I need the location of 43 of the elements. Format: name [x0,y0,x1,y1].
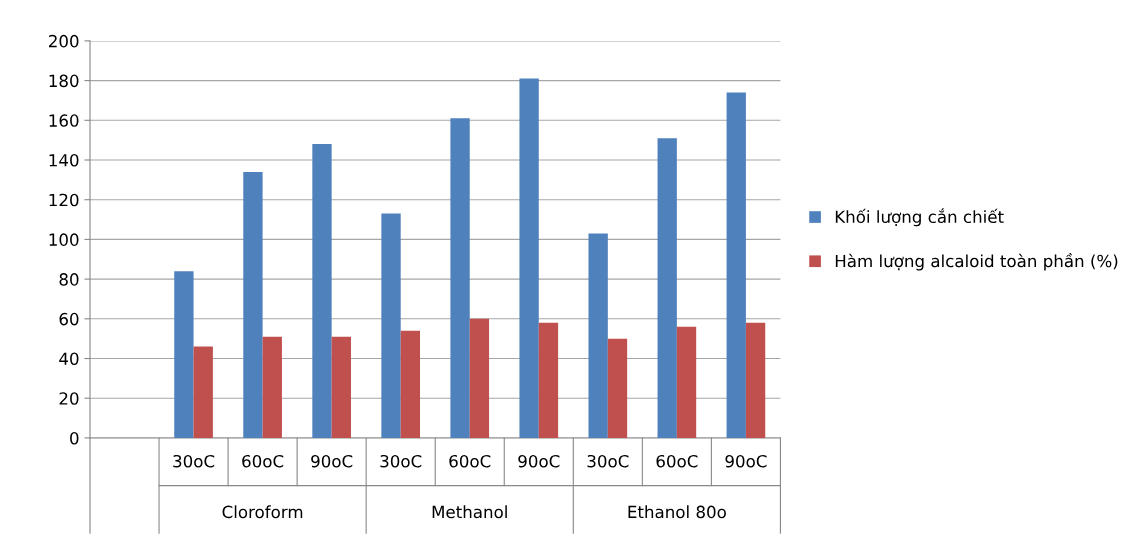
y-tick-label: 180 [49,74,79,88]
bar [312,144,332,438]
bar [243,171,263,438]
bar [657,138,677,438]
x-tick-label: 90oC [518,454,560,468]
x-tick-label: 30oC [173,454,215,468]
x-tick-label: 90oC [725,454,767,468]
y-tick-label: 80 [59,273,79,286]
text: Methanol [432,505,507,519]
bar [450,118,470,438]
bar [745,322,766,438]
bar [469,318,490,438]
y-tick-label: 40 [59,352,79,366]
y-tick-label: 60 [59,312,79,326]
x-tick-label: 30oC [380,454,422,468]
y-tick-label: 0 [70,431,79,445]
x-tick-label: 30oC [587,454,629,468]
bar [607,338,628,438]
y-tick-label: 120 [49,193,79,207]
y-tick-label: 100 [49,233,79,246]
x-tick-label: 60oC [449,454,491,468]
x-tick-label: 60oC [656,454,698,468]
bar [381,213,401,438]
y-tick-label: 160 [49,114,79,127]
y-tick-label: 200 [48,34,79,48]
bar [193,346,213,438]
x-tick-label: 90oC [311,454,353,468]
bar [262,336,282,438]
legend-label: Hàm lượng alcaloid toàn phần (%) [835,252,1118,271]
bar [726,92,746,438]
bar [676,326,697,438]
bar [400,330,421,438]
bar [331,336,351,438]
y-tick-label: 140 [49,153,79,167]
bar [588,233,608,438]
y-tick-label: 20 [59,392,79,405]
x-tick-label: 60oC [242,454,284,468]
text: Cloroform [222,505,303,519]
bar [538,322,559,438]
bar [174,271,194,438]
legend-label: Khối lượng cắn chiết [835,208,1004,227]
text: Ethanol 80o [628,505,726,519]
bar [519,78,539,438]
